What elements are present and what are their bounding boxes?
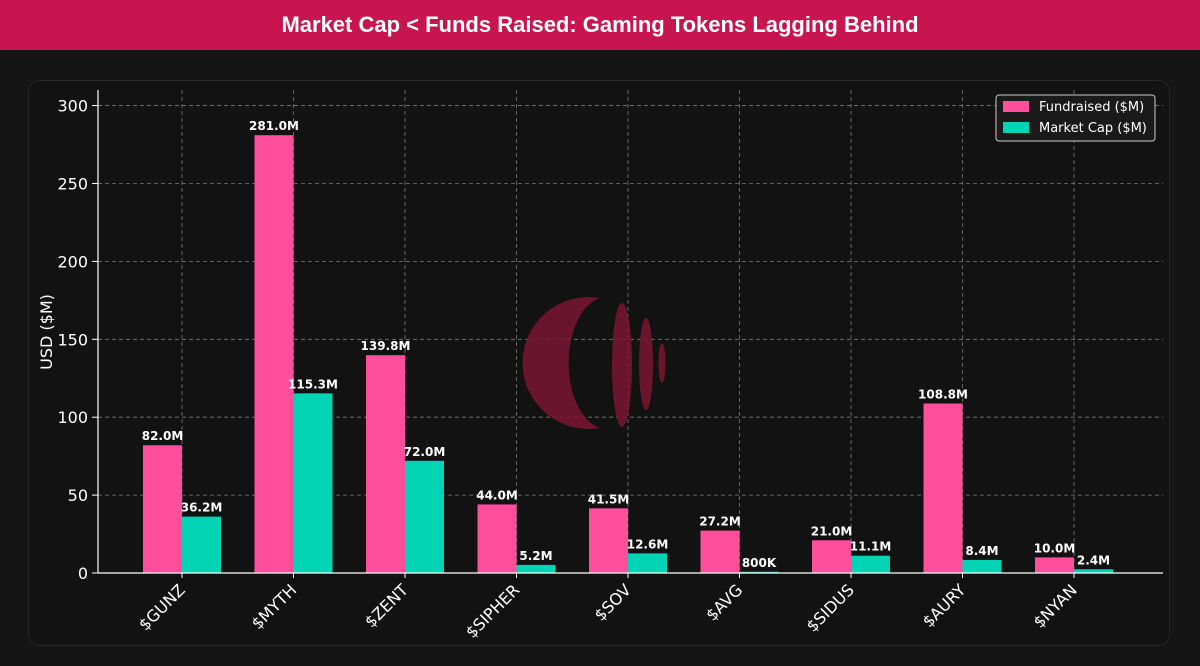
bar-market-cap bbox=[516, 564, 556, 573]
bar-value-label: 139.8M bbox=[361, 339, 411, 353]
watermark-disc bbox=[522, 297, 600, 429]
legend-label: Fundraised ($M) bbox=[1039, 100, 1144, 115]
bar-value-label: 44.0M bbox=[476, 488, 518, 502]
x-tick-label: $MYTH bbox=[248, 580, 301, 633]
bar-value-label: 281.0M bbox=[249, 119, 299, 133]
bar-value-label: 108.8M bbox=[918, 387, 968, 401]
y-tick-label: 200 bbox=[57, 252, 88, 271]
y-tick-label: 0 bbox=[78, 564, 88, 583]
bar-fundraised bbox=[700, 530, 740, 573]
bar-fundraised bbox=[812, 540, 851, 573]
bar-fundraised bbox=[923, 403, 963, 573]
legend-swatch bbox=[1003, 122, 1029, 133]
bar-fundraised bbox=[1035, 557, 1074, 573]
bar-fundraised bbox=[589, 508, 628, 573]
bar-fundraised bbox=[477, 504, 517, 573]
bar-market-cap bbox=[293, 393, 333, 573]
chart-title: Market Cap < Funds Raised: Gaming Tokens… bbox=[281, 12, 919, 37]
x-tick-label: $SOV bbox=[591, 580, 635, 624]
bar-market-cap bbox=[405, 460, 444, 573]
bar-value-label: 115.3M bbox=[288, 377, 338, 391]
bar-market-cap bbox=[739, 571, 779, 573]
brand-logo-watermark-icon bbox=[522, 297, 666, 429]
bar-value-labels: 82.0M 281.0M 139.8M 44.0M 41.5M 27.2M 21.0M 108… bbox=[142, 119, 1110, 570]
bar-market-cap bbox=[182, 516, 221, 573]
bars bbox=[143, 135, 1113, 573]
watermark-arc-3 bbox=[658, 343, 666, 383]
x-tick-label: $SIPHER bbox=[462, 580, 523, 641]
bar-value-label: 8.4M bbox=[965, 544, 998, 558]
bar-value-label: 2.4M bbox=[1077, 553, 1110, 567]
bar-fundraised bbox=[254, 135, 294, 573]
bar-value-label: 36.2M bbox=[181, 501, 223, 515]
y-tick-label: 300 bbox=[57, 97, 88, 116]
x-tick-label: $NYAN bbox=[1029, 580, 1080, 631]
y-tick-label: 50 bbox=[68, 486, 88, 505]
y-tick-label: 250 bbox=[57, 174, 88, 193]
bar-market-cap bbox=[1074, 569, 1113, 573]
legend-swatch bbox=[1003, 101, 1029, 112]
bar-value-label: 800K bbox=[742, 556, 777, 570]
legend-label: Market Cap ($M) bbox=[1039, 121, 1147, 136]
x-tick-label: $AVG bbox=[702, 580, 746, 624]
bar-market-cap bbox=[851, 555, 890, 573]
watermark-arc-1 bbox=[612, 303, 632, 427]
legend: Fundraised ($M) Market Cap ($M) bbox=[995, 94, 1156, 142]
x-tick-label: $SIDUS bbox=[802, 580, 857, 635]
x-tick-label: $ZENT bbox=[361, 580, 412, 631]
legend-box bbox=[995, 94, 1156, 142]
y-tick-label: 150 bbox=[57, 330, 88, 349]
bar-value-label: 11.1M bbox=[850, 540, 892, 554]
bar-market-cap bbox=[962, 559, 1002, 573]
bar-value-label: 41.5M bbox=[588, 492, 630, 506]
bar-value-label: 27.2M bbox=[699, 515, 741, 529]
bar-value-label: 82.0M bbox=[142, 429, 184, 443]
bar-value-label: 21.0M bbox=[811, 524, 853, 538]
bar-fundraised bbox=[143, 445, 182, 573]
bar-fundraised bbox=[366, 355, 405, 573]
bar-value-label: 10.0M bbox=[1034, 541, 1076, 555]
bar-value-label: 72.0M bbox=[404, 445, 446, 459]
title-banner: Market Cap < Funds Raised: Gaming Tokens… bbox=[0, 0, 1200, 50]
bar-value-label: 12.6M bbox=[627, 537, 669, 551]
bar-value-label: 5.2M bbox=[519, 549, 552, 563]
bar-market-cap bbox=[628, 553, 667, 573]
x-tick-label: $AURY bbox=[919, 580, 970, 631]
x-tick-label: $GUNZ bbox=[135, 580, 189, 634]
watermark-arc-2 bbox=[639, 318, 653, 410]
y-axis-title: USD ($M) bbox=[37, 294, 56, 370]
y-tick-label: 100 bbox=[57, 408, 88, 427]
